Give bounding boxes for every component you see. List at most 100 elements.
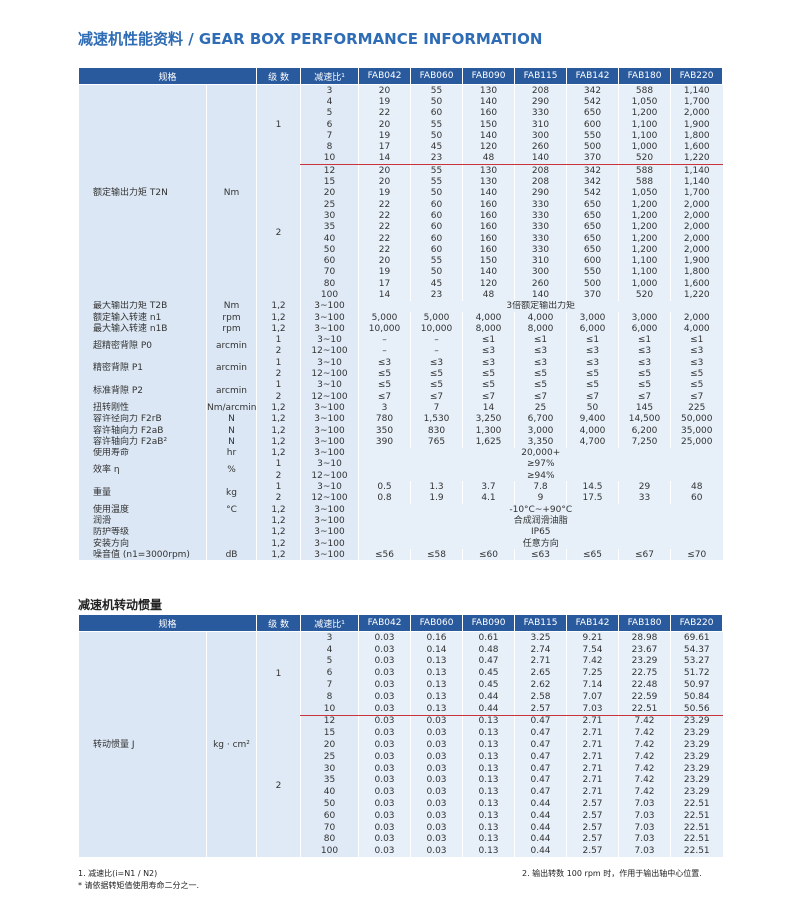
value: ≤5: [358, 379, 411, 392]
ratio: 3~100: [300, 436, 359, 448]
value: 2.58: [514, 690, 567, 703]
value: 7.14: [566, 679, 619, 691]
value: 23.29: [618, 655, 671, 668]
ratio: 3: [300, 84, 359, 97]
value: 19: [358, 96, 411, 108]
ratio: 3~100: [300, 311, 359, 324]
ratio: 30: [300, 762, 359, 775]
value: 50.97: [670, 679, 723, 691]
value: 330: [514, 244, 567, 256]
value: 22.51: [670, 809, 723, 822]
value: 0.03: [358, 739, 411, 751]
value: ≤3: [462, 357, 515, 369]
value: 588: [618, 164, 671, 177]
value: 3倍额定输出力矩: [358, 300, 723, 312]
value: 0.47: [514, 786, 567, 799]
value: ≤5: [514, 368, 567, 380]
value: 22: [358, 221, 411, 233]
value: 0.03: [410, 845, 463, 858]
value: 0.03: [358, 631, 411, 644]
table-row: 容许轴向力 F2aB² N 1,2 3~100 390 765 1,625 3,350 4,70…: [78, 436, 723, 448]
ratio: 80: [300, 833, 359, 846]
ratio: 70: [300, 266, 359, 279]
value: 0.03: [358, 715, 411, 728]
value: 330: [514, 107, 567, 119]
value: 2.71: [566, 750, 619, 763]
value: 1.3: [410, 481, 463, 493]
table-row: 25 0.03 0.03 0.13 0.47 2.71 7.42 23.29: [79, 750, 723, 763]
value: 650: [566, 107, 619, 119]
value: ≤3: [358, 357, 411, 369]
table-row: 使用温度 °C 1,2 3~100 -10°C~+90°C: [78, 503, 723, 516]
value: 23.29: [670, 774, 723, 787]
value: 0.03: [410, 809, 463, 822]
value: 650: [566, 198, 619, 211]
ratio: 25: [300, 198, 359, 211]
value: ≤3: [618, 345, 671, 358]
ratio: 3~100: [300, 323, 359, 335]
value: 45: [410, 278, 463, 290]
row-label: 标准背隙 P2: [78, 379, 207, 403]
value: 330: [514, 221, 567, 233]
ratio: 60: [300, 809, 359, 822]
value: 0.47: [514, 727, 567, 740]
value: 0.13: [462, 809, 515, 822]
table-row: 100 0.03 0.03 0.13 0.44 2.57 7.03 22.51: [79, 845, 723, 858]
value: 14,500: [618, 413, 671, 425]
value: 2.65: [514, 667, 567, 680]
value: ≤5: [462, 379, 515, 392]
value: 0.13: [462, 798, 515, 810]
value: 22: [358, 198, 411, 211]
value: 650: [566, 221, 619, 233]
value: ≤56: [358, 549, 411, 561]
value: 260: [514, 141, 567, 153]
value: 1.9: [410, 492, 463, 504]
value: 50.56: [670, 702, 723, 716]
value: 20: [358, 84, 411, 97]
table-row: 70 0.03 0.03 0.13 0.44 2.57 7.03 22.51: [79, 821, 723, 834]
value: 765: [410, 436, 463, 448]
value: 2.71: [566, 786, 619, 799]
value: 0.44: [514, 798, 567, 810]
value: 0.03: [358, 798, 411, 810]
ratio: 4: [300, 643, 359, 656]
ratio: 3~100: [300, 424, 359, 437]
value: 0.03: [410, 821, 463, 834]
value: 2.71: [566, 739, 619, 751]
ratio: 60: [300, 255, 359, 267]
row-label: 润滑: [78, 515, 207, 527]
value: 0.03: [358, 643, 411, 656]
ratio: 3~10: [300, 357, 359, 369]
value: 14.5: [566, 481, 619, 493]
value: ≤5: [410, 379, 463, 392]
value: 1,625: [462, 436, 515, 448]
value: ≤7: [618, 391, 671, 403]
value: 1,200: [618, 210, 671, 222]
stage: 1: [256, 379, 301, 392]
value: 650: [566, 244, 619, 256]
stage: 1: [256, 334, 301, 346]
value: 19: [358, 266, 411, 279]
value: 2.57: [566, 821, 619, 834]
value: 55: [410, 84, 463, 97]
table-row: 6 0.03 0.13 0.45 2.65 7.25 22.75 51.72: [79, 667, 723, 680]
row-label: 使用温度: [78, 503, 207, 516]
value: 2.57: [514, 702, 567, 716]
value: 20: [358, 118, 411, 131]
value: ≤65: [566, 549, 619, 561]
value: 20: [358, 255, 411, 267]
value: 1,200: [618, 232, 671, 245]
value: 9.21: [566, 631, 619, 644]
value: 1,100: [618, 118, 671, 131]
value: 4,000: [462, 311, 515, 324]
ratio: 12~100: [300, 470, 359, 482]
value: 0.16: [410, 631, 463, 644]
stage: 1,2: [256, 436, 301, 448]
ratio: 70: [300, 821, 359, 834]
ratio: 8: [300, 141, 359, 153]
value: 342: [566, 176, 619, 188]
value: 10,000: [358, 323, 411, 335]
value: 合成润滑油脂: [358, 515, 723, 527]
value: ≤5: [670, 379, 723, 392]
value: 0.03: [358, 727, 411, 740]
